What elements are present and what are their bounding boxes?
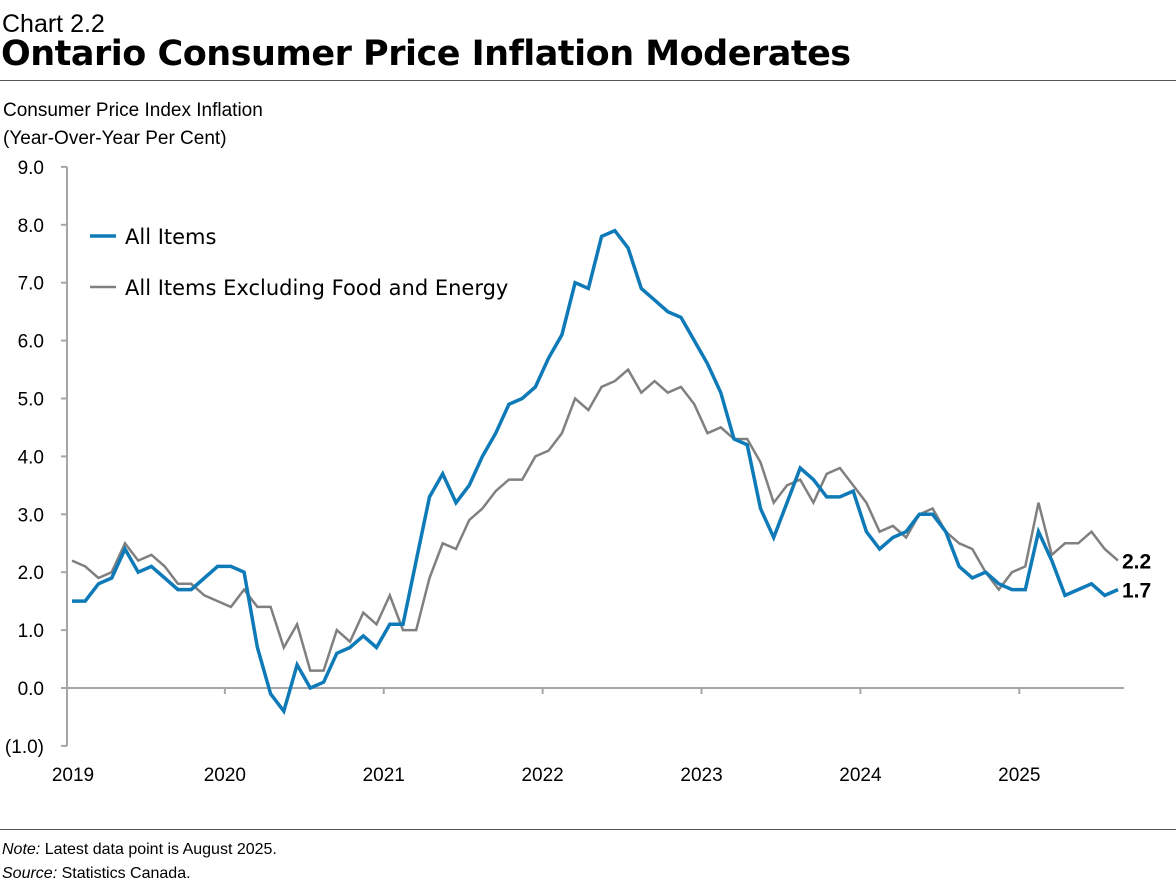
x-tick-label: 2020 — [204, 765, 246, 786]
y-tick-label: 9.0 — [18, 158, 44, 179]
y-axis-label-line1: Consumer Price Index Inflation — [3, 100, 263, 121]
x-tick-label: 2019 — [52, 765, 94, 786]
y-tick-label: 7.0 — [18, 274, 44, 295]
y-tick-label: 0.0 — [18, 679, 44, 700]
title-divider — [0, 80, 1176, 81]
y-tick-label: 6.0 — [18, 332, 44, 353]
y-tick-label: (1.0) — [5, 737, 44, 758]
legend-label: All Items — [125, 225, 216, 249]
end-label-core: 2.2 — [1122, 551, 1151, 574]
source-label: Source: — [2, 865, 58, 882]
note-label: Note: — [2, 841, 41, 858]
series-core-line — [71, 367, 1119, 672]
chart-title: Ontario Consumer Price Inflation Moderat… — [1, 34, 851, 74]
end-label-all-items: 1.7 — [1122, 580, 1151, 603]
legend-label: All Items Excluding Food and Energy — [125, 276, 508, 300]
y-tick-label: 3.0 — [18, 505, 44, 526]
source-text: Statistics Canada. — [57, 865, 191, 882]
x-tick-label: 2022 — [521, 765, 563, 786]
y-axis-label-line2: (Year-Over-Year Per Cent) — [3, 128, 227, 149]
y-tick-label: 1.0 — [18, 621, 44, 642]
note-text: Latest data point is August 2025. — [40, 841, 277, 858]
y-tick-label: 2.0 — [18, 563, 44, 584]
chart-number: Chart 2.2 — [2, 10, 105, 38]
series-all-items-line — [72, 228, 1119, 716]
x-tick-label: 2024 — [839, 765, 882, 786]
x-tick-label: 2023 — [680, 765, 722, 786]
y-tick-label: 5.0 — [18, 390, 44, 411]
y-tick-label: 4.0 — [18, 447, 44, 468]
x-tick-label: 2021 — [363, 765, 405, 786]
footer-divider — [0, 829, 1176, 830]
note: Note: Latest data point is August 2025. — [2, 841, 277, 859]
x-tick-label: 2025 — [998, 765, 1040, 786]
y-tick-label: 8.0 — [18, 216, 44, 237]
source: Source: Statistics Canada. — [2, 865, 191, 883]
